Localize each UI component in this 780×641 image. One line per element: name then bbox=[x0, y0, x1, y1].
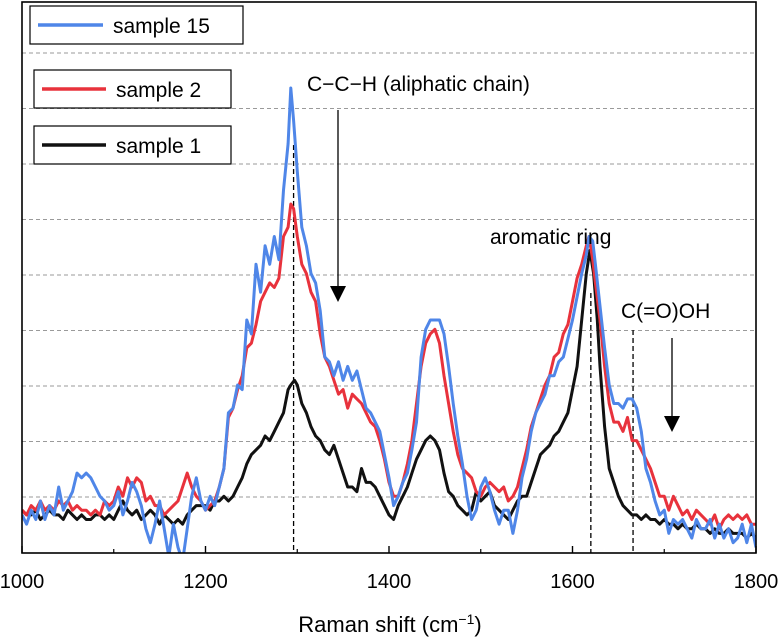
x-axis-title: Raman shift (cm−1) bbox=[298, 611, 481, 637]
series-group bbox=[22, 86, 756, 553]
legend-item-sample-1: sample 1 bbox=[33, 125, 232, 165]
x-axis-title-main: Raman shift (cm bbox=[298, 612, 458, 637]
x-axis-title-end: ) bbox=[474, 612, 481, 637]
annotation-aromatic: aromatic ring bbox=[490, 226, 611, 249]
arrow-head bbox=[330, 286, 346, 302]
x-tick-label: 1600 bbox=[550, 571, 595, 593]
annotation-aliphatic: C−C−H (aliphatic chain) bbox=[307, 73, 530, 96]
x-axis-title-sup: −1 bbox=[458, 611, 474, 627]
x-ticks: 1000 1200 1400 1600 1800 bbox=[0, 546, 778, 593]
annotation-arrows bbox=[330, 110, 680, 432]
grid-lines bbox=[22, 52, 756, 498]
x-tick-label: 1000 bbox=[0, 571, 44, 593]
series-line-sample-1 bbox=[22, 248, 756, 540]
legend-label-sample-15: sample 15 bbox=[113, 15, 210, 38]
annotation-carboxyl: C(=O)OH bbox=[621, 300, 710, 323]
series-line-sample-15 bbox=[22, 86, 756, 553]
x-tick-label: 1400 bbox=[367, 571, 412, 593]
legend: sample 15 sample 2 sample 1 bbox=[29, 5, 244, 165]
x-tick-label: 1200 bbox=[183, 571, 228, 593]
arrow-head bbox=[664, 416, 680, 432]
legend-label-sample-1: sample 1 bbox=[116, 135, 201, 158]
annotation-lines bbox=[292, 145, 634, 553]
legend-label-sample-2: sample 2 bbox=[116, 79, 201, 102]
legend-item-sample-2: sample 2 bbox=[33, 69, 232, 109]
legend-item-sample-15: sample 15 bbox=[29, 5, 244, 45]
x-tick-label: 1800 bbox=[734, 571, 779, 593]
